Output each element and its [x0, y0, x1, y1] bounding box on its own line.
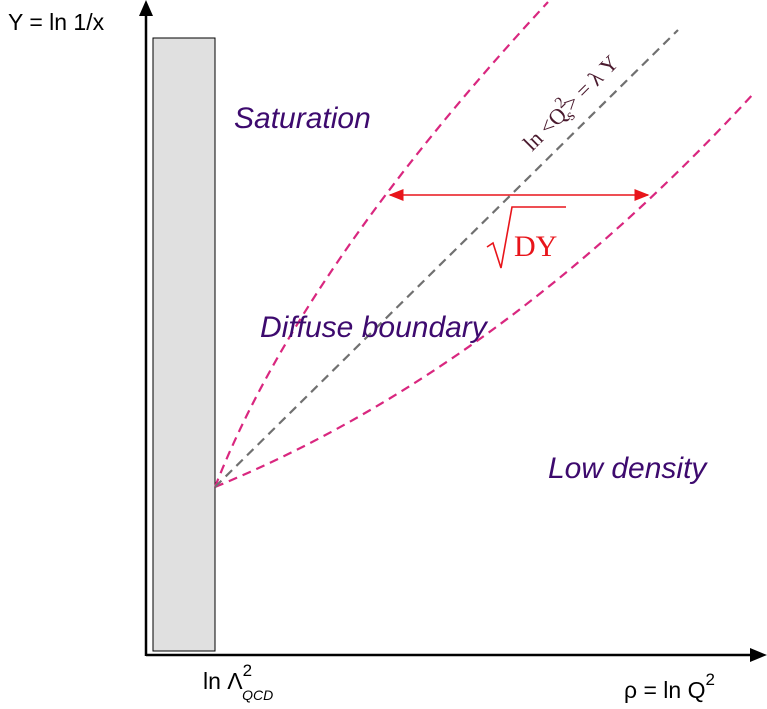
y-axis-label: Y = ln 1/x	[8, 9, 105, 35]
diffuse-region-label: Diffuse boundary	[260, 311, 489, 344]
sat-label-suffix: > = λ Y	[558, 50, 624, 116]
upper-boundary-curve	[213, 1, 549, 488]
x-axis-label-exponent: 2	[705, 670, 714, 689]
width-label: DY	[486, 206, 566, 269]
sqrt-symbol-icon	[486, 206, 566, 269]
saturation-line	[214, 29, 679, 488]
saturation-region-label: Saturation	[234, 102, 371, 135]
svg-text:ln <Q2s> = λ Y: ln <Q2s> = λ Y	[516, 48, 627, 159]
low-density-region-label: Low density	[548, 452, 708, 485]
x-axis-arrowhead	[750, 648, 767, 662]
tick-label-main: ln Λ	[203, 668, 243, 694]
tick-label-subscript: QCD	[242, 687, 273, 703]
lower-boundary-curve	[214, 91, 756, 489]
svg-text:ρ = ln Q2: ρ = ln Q2	[624, 670, 715, 703]
y-axis-arrowhead	[139, 0, 153, 16]
width-label-text: DY	[514, 230, 557, 263]
saturation-line-label: ln <Q2s> = λ Y	[516, 48, 627, 159]
x-axis-label: ρ = ln Q2	[624, 670, 715, 703]
tick-label-lambda-qcd: ln Λ2 QCD	[203, 661, 273, 703]
x-axis-label-main: ρ = ln Q	[624, 677, 705, 703]
nonperturbative-region	[152, 37, 216, 652]
tick-label-exponent: 2	[243, 661, 252, 680]
